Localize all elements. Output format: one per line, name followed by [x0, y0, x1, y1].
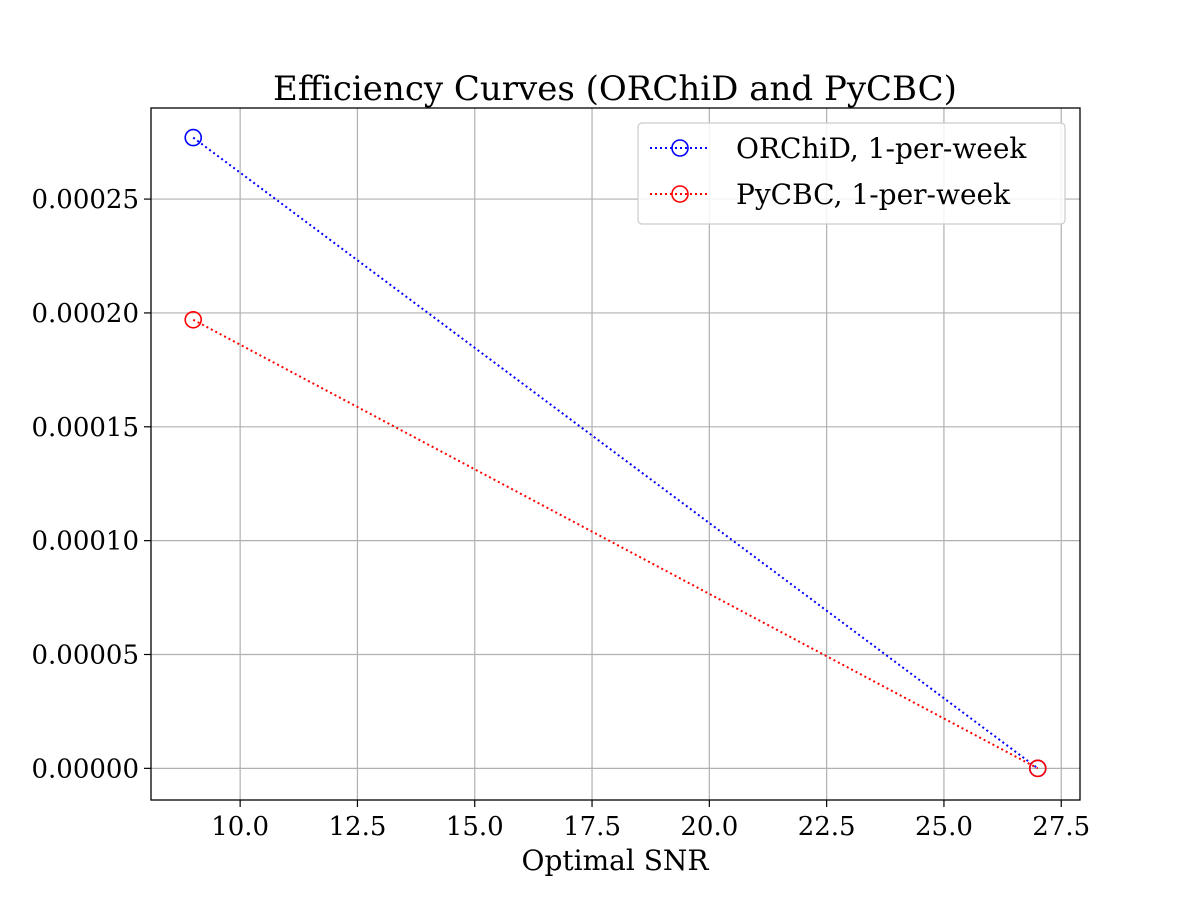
- y-tick-label: 0.00015: [31, 413, 139, 443]
- series-line: [192, 136, 1039, 770]
- y-tick-label: 0.00005: [31, 640, 139, 670]
- x-tick-label: 17.5: [563, 812, 621, 842]
- series-layer: [184, 128, 1047, 778]
- x-axis-label: Optimal SNR: [522, 844, 710, 877]
- data-point: [184, 128, 203, 147]
- legend-box: [637, 122, 1066, 225]
- axis-ticks: 10.0 12.5 15.0 17.5 20.0 22.5 25.0 27.5 0.00000 0…: [31, 185, 1090, 842]
- x-tick-label: 25.0: [915, 812, 973, 842]
- x-tick-label: 20.0: [680, 812, 738, 842]
- y-tick-label: 0.00020: [31, 299, 139, 329]
- legend-label: ORChiD, 1-per-week: [736, 132, 1027, 165]
- y-tick-label: 0.00000: [31, 754, 139, 784]
- x-tick-label: 22.5: [798, 812, 856, 842]
- y-tick-label: 0.00025: [31, 185, 139, 215]
- legend-label: PyCBC, 1-per-week: [736, 178, 1011, 211]
- y-tick-label: 0.00010: [31, 527, 139, 557]
- legend-marker: [671, 185, 689, 203]
- series-line: [192, 318, 1039, 770]
- x-tick-label: 10.0: [211, 812, 269, 842]
- data-point: [184, 310, 203, 329]
- x-tick-label: 15.0: [446, 812, 504, 842]
- plot-frame: [150, 107, 1081, 801]
- legend: ORChiD, 1-per-week PyCBC, 1-per-week: [637, 122, 1066, 225]
- data-point: [1028, 759, 1047, 778]
- x-tick-label: 27.5: [1032, 812, 1090, 842]
- legend-marker: [671, 139, 689, 157]
- x-tick-label: 12.5: [328, 812, 386, 842]
- chart-title: Efficiency Curves (ORChiD and PyCBC): [273, 69, 957, 109]
